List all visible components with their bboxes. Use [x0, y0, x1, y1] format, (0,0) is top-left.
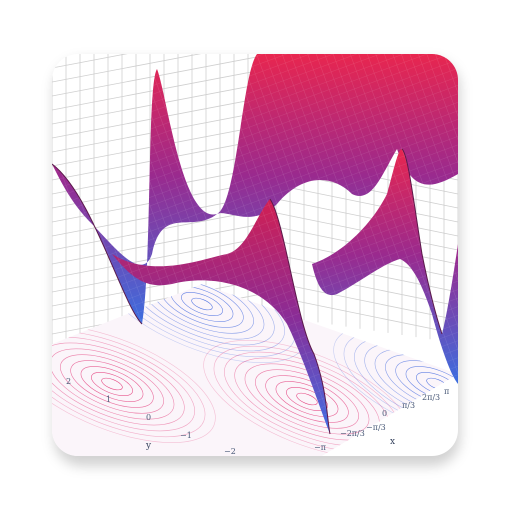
contour-line — [108, 284, 296, 358]
contour-line — [139, 284, 265, 340]
y-axis-name: y — [145, 441, 152, 451]
contour-line — [191, 297, 213, 311]
x-axis: −π −2π/3 −π/3 0 π/3 2π/3 π x — [314, 387, 449, 452]
contour-line — [101, 377, 123, 391]
floor-plane — [52, 284, 458, 456]
contour-line — [60, 354, 164, 414]
y-axis: 2 1 0 −1 −2 y — [66, 377, 236, 456]
y-tick: 0 — [146, 413, 151, 422]
contour-line — [119, 284, 285, 352]
contour-line — [80, 366, 144, 402]
surface-plot-graphic: 2 1 0 −1 −2 y −π −2π/3 −π/3 0 π/3 2π/3 π… — [52, 54, 458, 456]
contour-line — [275, 381, 339, 417]
x-tick: −π/3 — [366, 423, 386, 432]
y-tick: 1 — [106, 395, 111, 404]
contour-line — [52, 325, 216, 443]
contour-line — [129, 284, 275, 346]
contour-line — [52, 330, 206, 438]
contour-floor — [52, 284, 458, 456]
x-tick: −2π/3 — [340, 429, 365, 438]
x-tick: π — [444, 387, 449, 396]
contour-line — [52, 348, 175, 420]
x-axis-name: x — [390, 437, 395, 447]
x-tick: −π — [314, 443, 326, 452]
y-tick: −1 — [180, 431, 192, 440]
surface — [52, 54, 458, 435]
x-tick: 2π/3 — [422, 393, 440, 402]
x-tick: π/3 — [402, 401, 415, 410]
y-tick: −2 — [224, 447, 236, 456]
contour-line — [150, 284, 254, 334]
contour-line — [91, 371, 133, 397]
contour-line — [70, 360, 154, 408]
y-tick: 2 — [66, 377, 71, 386]
contour-line — [296, 392, 318, 406]
contour-line — [52, 342, 185, 426]
surface-back-mesh — [52, 54, 458, 324]
contour-line — [52, 336, 195, 432]
contour-line — [181, 291, 223, 317]
contour-line — [286, 386, 328, 412]
x-tick: 0 — [382, 409, 387, 418]
surface-plot-app-icon[interactable]: 2 1 0 −1 −2 y −π −2π/3 −π/3 0 π/3 2π/3 π… — [52, 54, 458, 456]
